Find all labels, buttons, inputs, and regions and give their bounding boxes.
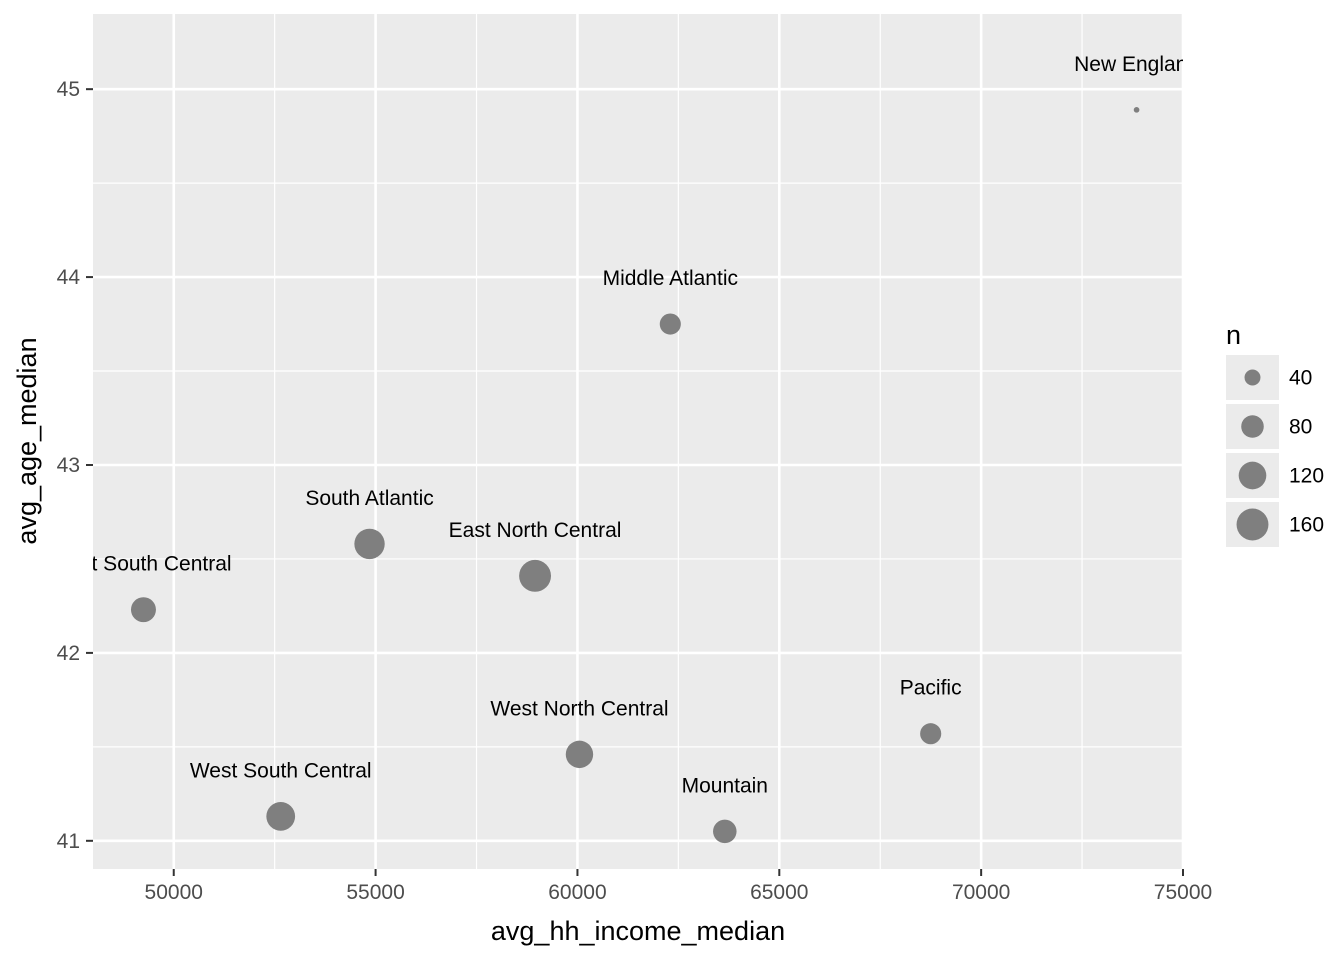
point-label-middle-atlantic: Middle Atlantic [603,267,738,290]
point-middle-atlantic [659,313,681,335]
y-tick-label: 45 [57,78,80,101]
point-mountain [713,819,737,844]
legend-label-40: 40 [1289,367,1312,390]
x-tick-label: 55000 [346,881,404,904]
minor-gridlines [93,14,1183,869]
legend-key-40 [1244,369,1261,386]
point-label-pacific: Pacific [900,677,962,700]
point-label-east-north-central: East North Central [449,519,622,542]
legend-label-160: 160 [1289,514,1324,537]
legend-title: n [1226,320,1241,350]
y-axis: 41 42 43 44 45 [57,78,93,853]
y-axis-title: avg_age_median [12,337,42,544]
x-tick-label: 60000 [548,881,606,904]
size-legend: n 40 80 120 160 [1226,320,1324,547]
legend-label-80: 80 [1289,416,1312,439]
x-axis-title: avg_hh_income_median [491,916,785,946]
point-south-atlantic [354,528,385,560]
y-tick-label: 42 [57,642,80,665]
point-west-north-central [565,740,594,769]
point-east-south-central [130,597,156,623]
point-label-south-atlantic: South Atlantic [305,487,433,510]
x-tick-label: 65000 [750,881,808,904]
plot-panel [93,14,1183,869]
point-label-east-south-central: East South Central [55,553,231,576]
x-tick-label: 70000 [952,881,1010,904]
point-label-new-england: New England [1074,53,1199,76]
y-tick-label: 44 [57,266,81,289]
point-label-west-south-central: West South Central [190,759,372,782]
legend-key-160 [1236,508,1269,541]
point-labels: New England Middle Atlantic South Atlantic… [55,53,1199,798]
x-axis: 50000 55000 60000 65000 70000 75000 [145,869,1212,904]
point-label-mountain: Mountain [682,774,768,797]
x-tick-label: 50000 [145,881,203,904]
major-gridlines [93,14,1185,869]
legend-key-80 [1241,415,1264,438]
point-pacific [920,723,942,745]
legend-label-120: 120 [1289,465,1324,488]
y-tick-label: 43 [57,454,80,477]
point-label-west-north-central: West North Central [490,697,668,720]
data-points [130,106,1140,844]
point-new-england [1133,106,1140,113]
x-tick-label: 75000 [1154,881,1212,904]
point-west-south-central [266,802,296,831]
legend-key-120 [1238,461,1267,490]
y-tick-label: 41 [57,830,80,853]
point-east-north-central [519,559,552,592]
